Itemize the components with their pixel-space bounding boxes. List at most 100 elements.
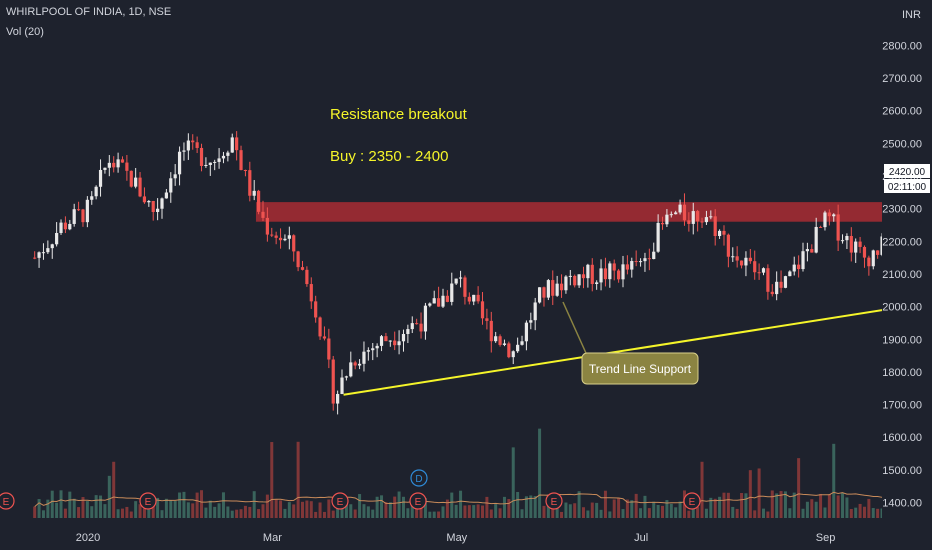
candle-body [542, 287, 546, 298]
event-markers[interactable]: E E E E E E D [0, 469, 701, 510]
volume-bar [261, 504, 265, 518]
dividend-marker[interactable]: D [410, 469, 428, 487]
candle-body [362, 351, 366, 364]
candle-body [608, 263, 612, 280]
earnings-marker[interactable]: E [545, 492, 563, 510]
earnings-marker[interactable]: E [139, 492, 157, 510]
candle-body [173, 174, 177, 179]
candle-body [647, 258, 651, 260]
volume-bar [63, 508, 67, 518]
volume-bar [634, 493, 638, 518]
candle-body [63, 222, 68, 230]
candle-body [621, 264, 625, 280]
volume-bar [147, 509, 151, 518]
earnings-marker[interactable]: E [409, 492, 427, 510]
time-tick-label: Jul [634, 532, 648, 544]
volume-bar [661, 505, 665, 518]
candle-body [138, 177, 142, 197]
volume-bar [520, 509, 524, 518]
candle-body [81, 209, 85, 223]
volume-bar [770, 490, 774, 518]
candle-body [805, 249, 810, 252]
volume-bar [867, 498, 871, 518]
volume-bar [617, 497, 621, 518]
candle-body [375, 345, 379, 349]
candle-body [327, 338, 331, 360]
volume-bar [274, 499, 278, 518]
candle-body [546, 280, 550, 298]
candle-body [318, 317, 322, 337]
volume-bar [200, 490, 204, 518]
candle-body [226, 152, 230, 156]
volume-bar [674, 507, 678, 518]
earnings-marker[interactable]: E [0, 492, 15, 510]
candle-body [393, 340, 397, 346]
candle-body [177, 151, 182, 175]
volume-bar [801, 508, 805, 518]
volume-bar [704, 508, 708, 518]
candle-body [248, 170, 252, 196]
volume-bar [639, 508, 643, 518]
volume-bar [437, 511, 441, 518]
volume-bar [169, 500, 173, 518]
candle-body [537, 287, 542, 303]
candle-body [573, 275, 577, 286]
candle-body [823, 212, 827, 228]
candle-body [41, 252, 46, 254]
volume-bar [625, 499, 629, 518]
volume-bar [41, 510, 45, 518]
countdown-label: 02:11:00 [888, 182, 927, 193]
candle-body [85, 199, 89, 223]
candle-body [208, 162, 212, 165]
volume-bar [761, 508, 765, 518]
volume-bar [586, 510, 590, 518]
volume-bar [511, 447, 515, 518]
volume-bar [805, 501, 809, 518]
event-marker-label: E [415, 497, 422, 508]
event-marker-circle [410, 469, 428, 487]
volume-bar [55, 502, 59, 518]
candle-body [696, 211, 700, 222]
candle-body [46, 248, 50, 253]
earnings-marker[interactable]: E [331, 492, 349, 510]
candle-body [832, 214, 836, 217]
candle-body [419, 323, 423, 332]
price-tick-label: 1900.00 [882, 334, 922, 346]
candle-body [674, 212, 678, 215]
candle-body [94, 186, 98, 197]
volume-bar [665, 500, 669, 518]
candle-body [463, 277, 467, 297]
candle-body [810, 249, 814, 253]
price-axis[interactable]: 1400.00 1500.00 1600.00 1700.00 1800.00 1900.… [882, 40, 922, 509]
volume-bar [406, 508, 410, 518]
volume-indicator-label[interactable]: Vol (20) [6, 26, 44, 38]
volume-bar [476, 504, 480, 518]
volume-bar [529, 495, 533, 518]
candle-body [472, 294, 476, 302]
candle-body [164, 192, 168, 199]
time-axis[interactable]: 2020MarMayJulSepNov2021MarMay [76, 532, 932, 544]
candle-body [239, 150, 243, 170]
volume-bar [481, 505, 485, 518]
candle-body [783, 276, 788, 288]
callout-pointer [562, 301, 591, 363]
candle-body [555, 283, 559, 296]
symbol-title[interactable]: WHIRLPOOL OF INDIA, 1D, NSE [6, 6, 172, 18]
volume-bar [366, 506, 370, 518]
candle-body [524, 322, 529, 342]
volume-bar [353, 509, 357, 518]
volume-bar [77, 507, 81, 518]
volume-bar [191, 503, 195, 518]
volume-bar [423, 498, 427, 518]
candle-body [243, 169, 248, 171]
earnings-marker[interactable]: E [683, 492, 701, 510]
candle-body [753, 261, 757, 273]
candle-body [68, 223, 72, 230]
volume-bar [722, 492, 726, 518]
volume-bar [99, 495, 103, 518]
candle-body [876, 250, 880, 255]
candle-body [533, 302, 537, 321]
price-tick-label: 2100.00 [882, 269, 922, 281]
volume-bar [230, 510, 234, 518]
